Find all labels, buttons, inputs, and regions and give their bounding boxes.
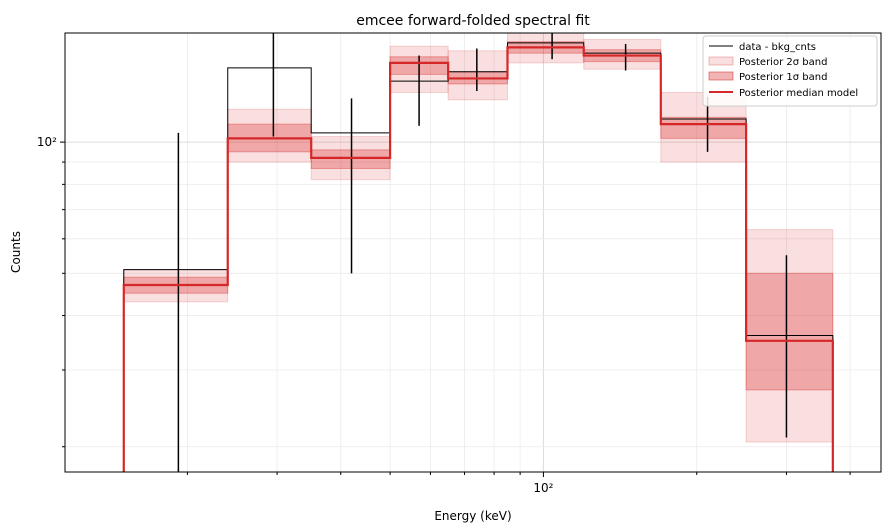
model-step-line bbox=[122, 46, 834, 472]
legend-model-label: Posterior median model bbox=[739, 88, 858, 99]
band-1sigma-bin bbox=[660, 116, 747, 139]
model-series bbox=[122, 46, 834, 472]
band-1sigma-bin bbox=[745, 272, 834, 391]
band-2sigma-bin bbox=[583, 38, 662, 70]
chart-title: emcee forward-folded spectral fit bbox=[356, 13, 590, 29]
data-series bbox=[123, 33, 834, 472]
legend-2sigma-label: Posterior 2σ band bbox=[739, 57, 827, 68]
y-axis-label: Counts bbox=[9, 231, 23, 273]
legend-1sigma-swatch bbox=[708, 71, 734, 81]
legend: data - bkg_cnts Posterior 2σ band Poster… bbox=[702, 35, 878, 107]
x-axis-label: Energy (keV) bbox=[434, 509, 511, 523]
legend-2sigma-swatch bbox=[708, 56, 734, 66]
legend-frame bbox=[702, 35, 878, 107]
plot-frame bbox=[64, 32, 882, 473]
x-tick-label: 10² bbox=[533, 481, 553, 495]
axis-ticks: 10² 10² bbox=[37, 135, 851, 495]
legend-1sigma-label: Posterior 1σ band bbox=[739, 72, 827, 83]
data-step-line bbox=[123, 42, 834, 472]
band-2sigma-bin bbox=[227, 108, 312, 163]
legend-data-label: data - bkg_cnts bbox=[739, 42, 816, 53]
band-1sigma-bin bbox=[310, 149, 391, 169]
y-tick-label: 10² bbox=[37, 135, 57, 149]
